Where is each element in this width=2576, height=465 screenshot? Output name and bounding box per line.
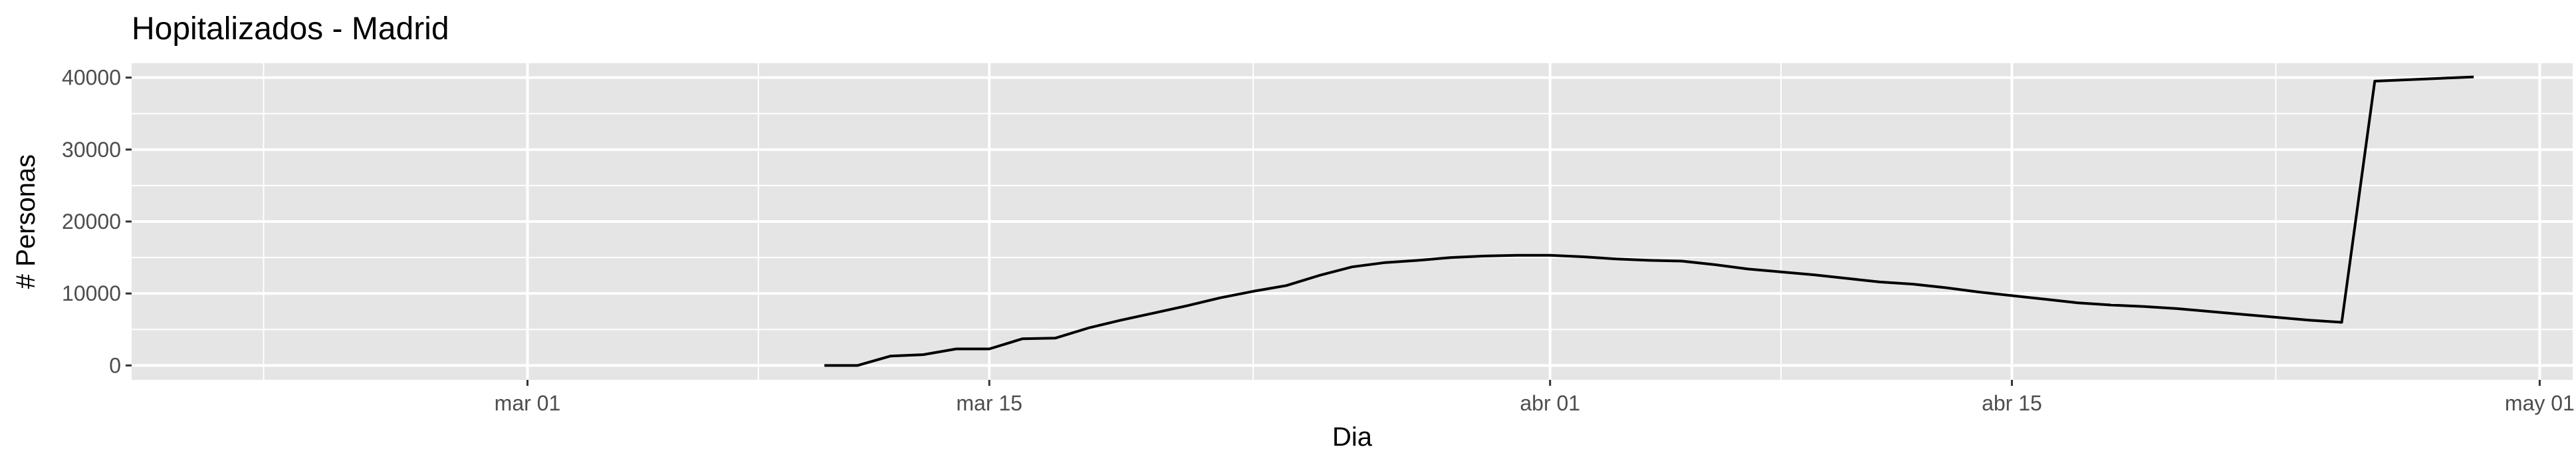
y-tick-label: 20000 <box>62 210 121 233</box>
x-tick-label: mar 01 <box>495 391 561 415</box>
y-axis-title: # Personas <box>11 154 41 289</box>
x-tick-label: abr 15 <box>1982 391 2042 415</box>
y-tick-label: 40000 <box>62 66 121 90</box>
minor-gridlines <box>132 63 2573 380</box>
major-gridlines <box>132 63 2573 380</box>
x-tick-label: abr 01 <box>1520 391 1580 415</box>
x-axis-title: Dia <box>1332 422 1373 452</box>
y-tick-label: 10000 <box>62 281 121 305</box>
y-tick-label: 30000 <box>62 138 121 162</box>
y-tick-label: 0 <box>109 353 121 377</box>
series-layer <box>824 75 2474 367</box>
x-tick-label: may 01 <box>2505 391 2575 415</box>
chart-title: Hopitalizados - Madrid <box>132 11 449 47</box>
x-axis-ticks: mar 01 mar 15 abr 01 abr 15 may 01 <box>495 380 2575 415</box>
series-line-0 <box>824 75 2474 367</box>
x-tick-label: mar 15 <box>956 391 1022 415</box>
y-axis-ticks: 0 10000 20000 30000 40000 <box>62 66 132 377</box>
